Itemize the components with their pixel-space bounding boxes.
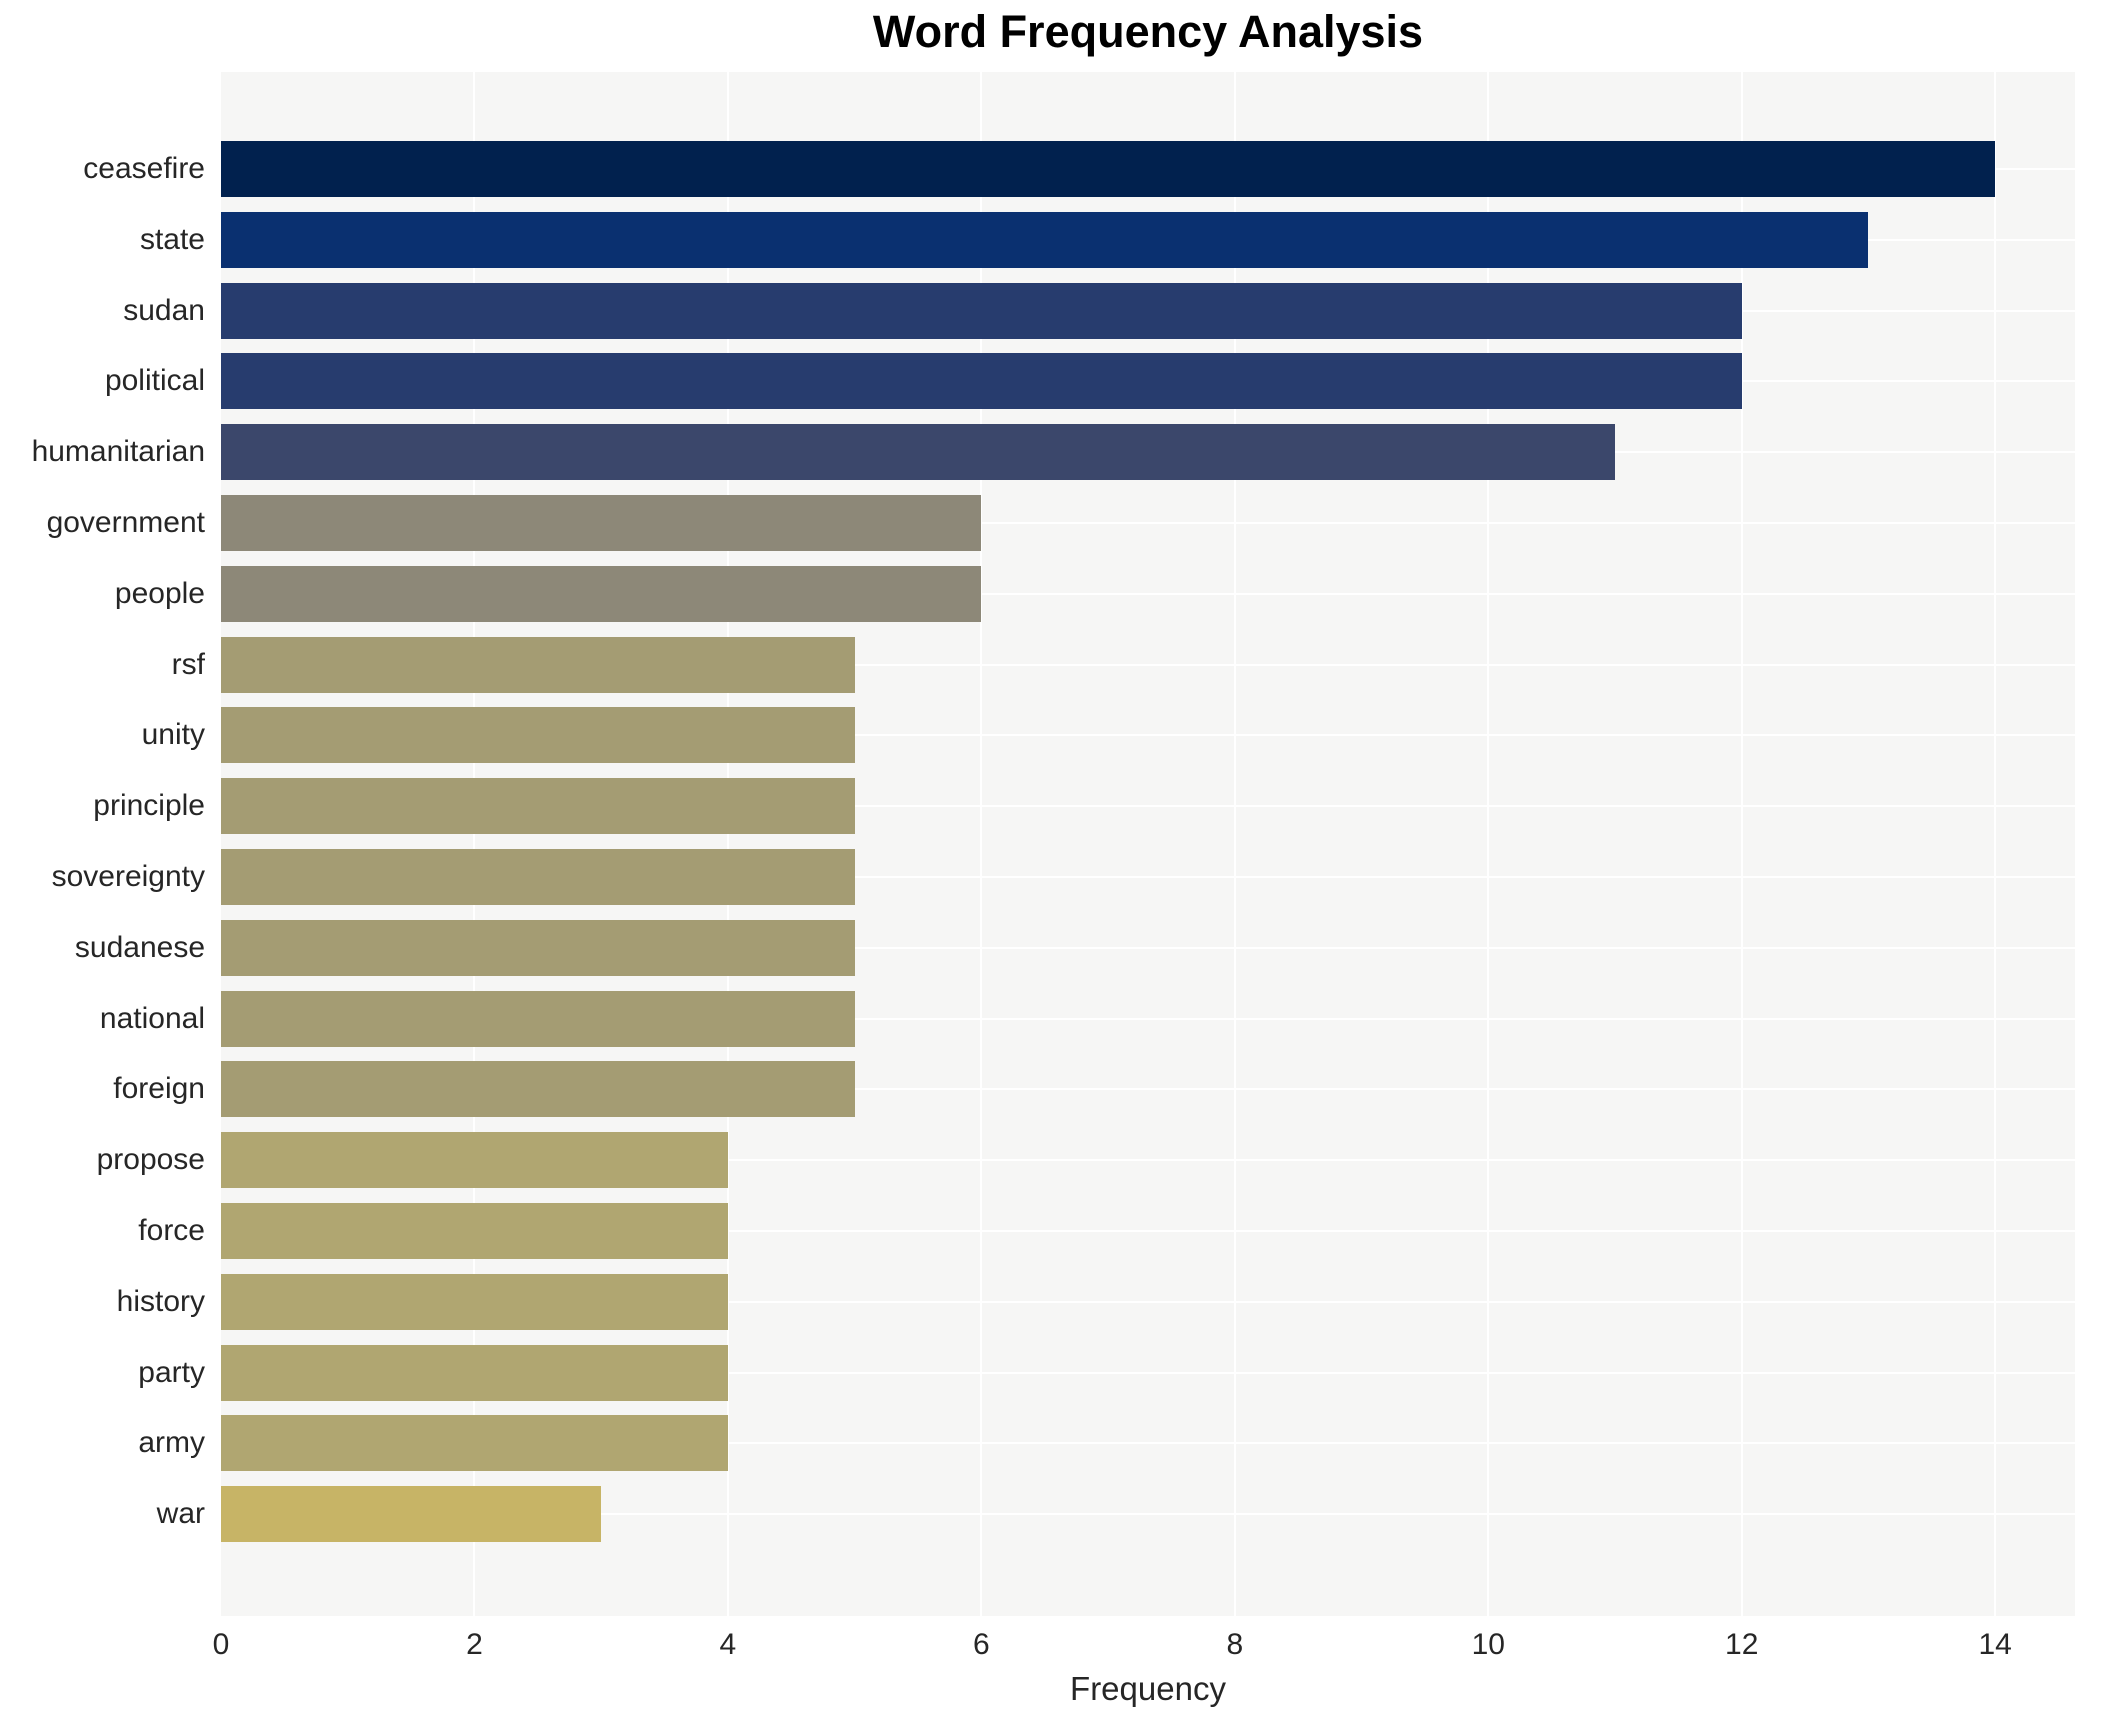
category-label: principle [93, 789, 205, 823]
gridline-horizontal [221, 734, 2075, 737]
bar-state [221, 211, 1869, 268]
bar-principle [221, 778, 855, 835]
category-label: party [138, 1355, 205, 1389]
category-label: political [104, 364, 205, 398]
bar-sovereignty [221, 849, 855, 905]
x-tick-label: 12 [1725, 1628, 1759, 1661]
bar-history [221, 1273, 728, 1330]
category-label: war [156, 1497, 205, 1531]
gridline-vertical [1994, 72, 1997, 1616]
category-label: sovereignty [51, 860, 205, 893]
x-tick-label: 10 [1471, 1628, 1505, 1661]
category-label: government [46, 506, 205, 539]
bar-national [221, 990, 855, 1047]
gridline-horizontal [221, 946, 2075, 949]
bar-propose [221, 1132, 728, 1189]
category-label: propose [96, 1143, 205, 1177]
x-tick-label: 14 [1978, 1628, 2012, 1661]
category-label: national [99, 1001, 205, 1035]
x-tick-label: 8 [1226, 1628, 1244, 1661]
x-tick-label: 2 [466, 1628, 483, 1661]
gridline-horizontal [221, 876, 2075, 878]
bar-unity [221, 707, 855, 764]
gridline-horizontal [221, 592, 2075, 595]
x-tick-label: 4 [719, 1628, 737, 1661]
gridline-vertical [1487, 72, 1490, 1616]
category-label: history [116, 1284, 205, 1318]
chart-title: Word Frequency Analysis [872, 6, 1424, 57]
gridline-horizontal [221, 805, 2075, 808]
category-label: unity [141, 718, 205, 752]
bar-army [221, 1415, 728, 1472]
category-label: sudan [123, 293, 205, 327]
category-label: ceasefire [83, 152, 205, 185]
category-label: force [138, 1214, 205, 1247]
category-label: rsf [171, 647, 205, 681]
gridline-vertical [980, 72, 983, 1616]
bar-political [221, 353, 1742, 410]
category-label: people [114, 576, 205, 610]
category-label: foreign [113, 1072, 205, 1106]
category-label: army [138, 1426, 205, 1460]
gridline-horizontal [221, 1371, 2075, 1374]
gridline-horizontal [221, 1159, 2075, 1162]
category-label: state [139, 222, 205, 256]
bar-rsf [221, 636, 855, 693]
bar-ceasefire [221, 141, 1996, 197]
gridline-horizontal [221, 1300, 2075, 1303]
gridline-vertical [473, 72, 476, 1616]
gridline-horizontal [221, 1442, 2075, 1445]
bar-government [221, 495, 982, 551]
bar-war [221, 1486, 602, 1543]
bar-humanitarian [221, 424, 1615, 481]
gridline-horizontal [221, 1088, 2075, 1091]
gridline-vertical [1233, 72, 1236, 1616]
gridline-vertical [1740, 72, 1743, 1616]
gridline-horizontal [221, 1513, 2075, 1516]
bar-party [221, 1344, 728, 1401]
plot-area [221, 72, 2075, 1616]
gridline-horizontal [221, 1230, 2075, 1232]
gridline-vertical [726, 72, 729, 1616]
bar-people [221, 565, 982, 622]
gridline-horizontal [221, 1017, 2075, 1020]
bar-force [221, 1203, 728, 1259]
bar-sudan [221, 282, 1742, 339]
x-axis-title: Frequency [1070, 1670, 1226, 1707]
category-label: sudanese [74, 930, 205, 964]
gridline-horizontal [221, 522, 2075, 524]
x-tick-label: 6 [973, 1628, 990, 1661]
category-label: humanitarian [31, 435, 205, 469]
bar-foreign [221, 1061, 855, 1118]
gridline-horizontal [221, 663, 2075, 666]
x-tick-label: 0 [212, 1628, 230, 1661]
bar-sudanese [221, 919, 855, 976]
